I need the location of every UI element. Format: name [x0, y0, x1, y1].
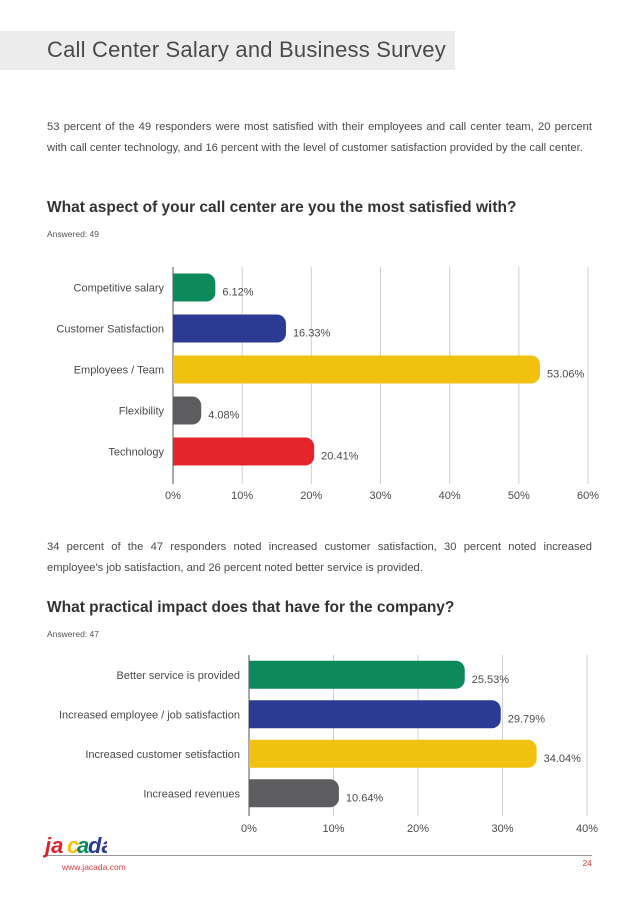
data-label: 4.08% [208, 410, 239, 422]
chart-most-satisfied: 0% 10% 20% 30% 40% 50% 60% Competitive salary 6.… [56, 267, 599, 502]
x-tick-label: 40% [439, 490, 461, 502]
x-tick-label: 10% [322, 823, 344, 835]
data-label: 34.04% [544, 753, 582, 765]
bar [173, 437, 315, 466]
bar [173, 396, 202, 425]
category-label: Competitive salary [74, 283, 165, 295]
jacada-logo: ja c a da [43, 833, 107, 858]
x-tick-label: 30% [491, 823, 513, 835]
data-label: 10.64% [346, 792, 384, 804]
data-label: 25.53% [472, 674, 510, 686]
svg-text:c: c [67, 833, 79, 858]
data-label: 16.33% [293, 328, 331, 340]
footer-divider [47, 855, 592, 856]
data-label: 29.79% [508, 713, 546, 725]
title-band [0, 31, 455, 70]
intro-paragraph-1: 53 percent of the 49 responders were mos… [47, 121, 592, 154]
bar [249, 779, 339, 808]
category-label: Increased employee / job satisfaction [59, 709, 240, 721]
x-tick-label: 10% [231, 490, 253, 502]
x-tick-label: 40% [576, 823, 598, 835]
category-label: Flexibility [119, 406, 165, 418]
question-1-answered: Answered: 49 [47, 229, 99, 239]
page-title: Call Center Salary and Business Survey [47, 37, 446, 62]
svg-text:da: da [88, 833, 107, 858]
footer-url-link[interactable]: www.jacada.com [62, 862, 126, 872]
category-label: Employees / Team [74, 365, 164, 377]
bar [173, 273, 216, 302]
x-tick-label: 0% [241, 823, 257, 835]
x-tick-label: 50% [508, 490, 530, 502]
chart-practical-impact: 0% 10% 20% 30% 40% Better service is provided… [59, 655, 598, 835]
data-label: 53.06% [547, 369, 585, 381]
category-label: Better service is provided [117, 670, 241, 682]
svg-text:ja: ja [43, 833, 63, 858]
x-tick-label: 20% [300, 490, 322, 502]
question-1-heading: What aspect of your call center are you … [47, 199, 517, 216]
bar [249, 660, 465, 689]
category-label: Customer Satisfaction [56, 324, 164, 336]
x-tick-label: 0% [165, 490, 181, 502]
category-label: Technology [108, 447, 164, 459]
bar [249, 700, 501, 729]
page-number: 24 [582, 858, 592, 868]
intro-paragraph-2: 34 percent of the 47 responders noted in… [47, 541, 592, 574]
x-tick-label: 20% [407, 823, 429, 835]
category-label: Increased revenues [143, 788, 240, 800]
x-tick-label: 60% [577, 490, 599, 502]
data-label: 6.12% [222, 287, 253, 299]
bar [173, 314, 286, 343]
x-tick-label: 30% [369, 490, 391, 502]
bar [173, 355, 540, 384]
question-2-heading: What practical impact does that have for… [47, 599, 455, 616]
data-label: 20.41% [321, 451, 359, 463]
category-label: Increased customer setisfaction [85, 749, 240, 761]
bar [249, 739, 537, 768]
question-2-answered: Answered: 47 [47, 629, 99, 639]
svg-text:a: a [77, 833, 89, 858]
